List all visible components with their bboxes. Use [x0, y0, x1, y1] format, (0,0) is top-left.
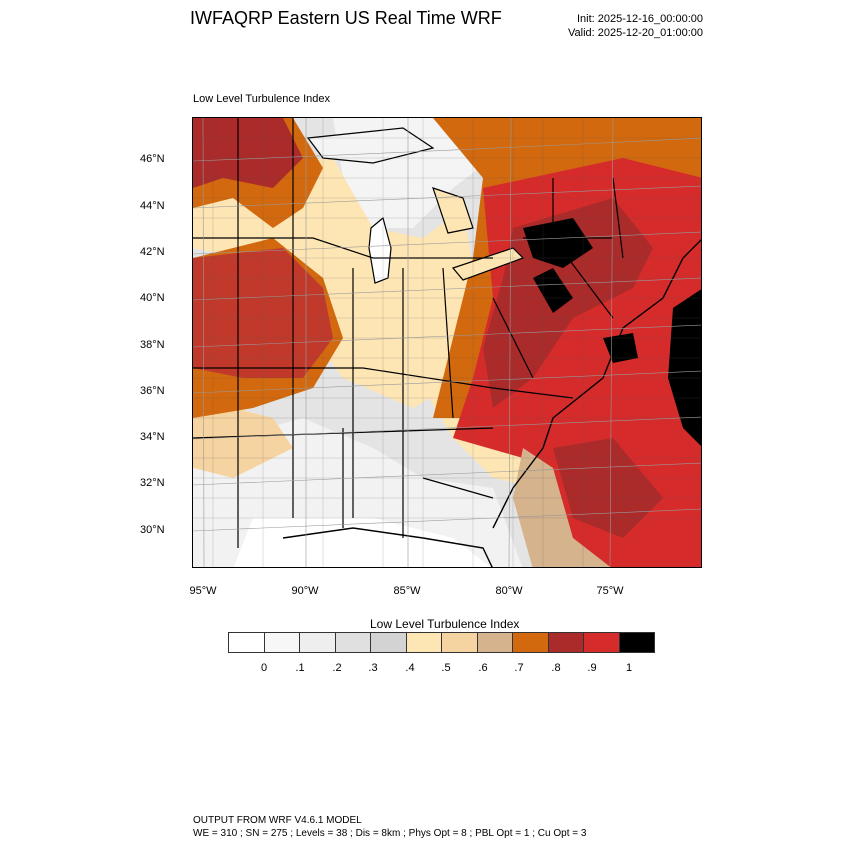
lon-label-90w: 90°W — [291, 585, 319, 597]
colorbar-label: .8 — [551, 662, 561, 674]
lon-label-85w: 85°W — [393, 585, 421, 597]
lat-label-34n: 34°N — [140, 431, 165, 443]
lon-label-80w: 80°W — [495, 585, 523, 597]
colorbar-box — [619, 633, 654, 652]
county-grid — [193, 118, 701, 567]
lake-superior — [306, 127, 435, 164]
colorbar-label: 0 — [260, 662, 268, 674]
lon-label-75w: 75°W — [596, 585, 624, 597]
colorbar-label: .5 — [441, 662, 451, 674]
field-zero-gulf — [233, 518, 491, 567]
colorbar-box — [229, 633, 265, 652]
colorbar-label: .3 — [368, 662, 378, 674]
field-max-offshore — [668, 289, 701, 446]
field-max-pennsylvania — [523, 218, 593, 268]
colorbar-box — [584, 633, 620, 652]
state-boundaries — [193, 118, 624, 548]
colorbar-box — [513, 633, 549, 652]
lat-label-36n: 36°N — [140, 385, 165, 397]
lat-label-42n: 42°N — [140, 246, 165, 258]
colorbar-label: .4 — [405, 662, 415, 674]
lat-label-40n: 40°N — [140, 292, 165, 304]
init-time: Init: 2025-12-16_00:00:00 — [577, 13, 703, 25]
colorbar-box — [406, 633, 442, 652]
colorbar-label: .9 — [587, 662, 597, 674]
model-settings: WE = 310 ; SN = 275 ; Levels = 38 ; Dis … — [193, 828, 587, 839]
lat-label-32n: 32°N — [140, 477, 165, 489]
colorbar-label: .6 — [478, 662, 488, 674]
field-tan-coast — [513, 448, 611, 567]
map-title: IWFAQRP Eastern US Real Time WRF — [190, 8, 502, 28]
graticule — [193, 118, 701, 567]
colorbar-label: 1 — [625, 662, 633, 674]
colorbar-box — [371, 633, 407, 652]
colorbar-label: .1 — [295, 662, 305, 674]
lat-label-38n: 38°N — [140, 339, 165, 351]
colorbar-title: Low Level Turbulence Index — [370, 617, 520, 631]
colorbar-label: .7 — [514, 662, 524, 674]
field-darkred-atlantic — [553, 438, 663, 538]
turbulence-map — [192, 117, 702, 568]
lon-label-95w: 95°W — [189, 585, 217, 597]
field-darkred-appalachian — [483, 198, 653, 408]
colorbar-label: .2 — [332, 662, 342, 674]
lat-label-44n: 44°N — [140, 200, 165, 212]
colorbar-box — [335, 633, 371, 652]
colorbar-box — [548, 633, 584, 652]
model-info: OUTPUT FROM WRF V4.6.1 MODEL — [193, 815, 362, 826]
colorbar-box — [477, 633, 513, 652]
map-canvas — [193, 118, 701, 567]
colorbar-box — [300, 633, 336, 652]
field-red-upper-midwest — [193, 118, 303, 188]
colorbar-box — [264, 633, 300, 652]
colorbar-box — [442, 633, 478, 652]
lat-label-46n: 46°N — [140, 153, 165, 165]
map-field-label: Low Level Turbulence Index — [193, 93, 330, 105]
colorbar — [228, 632, 655, 653]
lat-label-30n: 30°N — [140, 524, 165, 536]
valid-time: Valid: 2025-12-20_01:00:00 — [568, 27, 703, 39]
